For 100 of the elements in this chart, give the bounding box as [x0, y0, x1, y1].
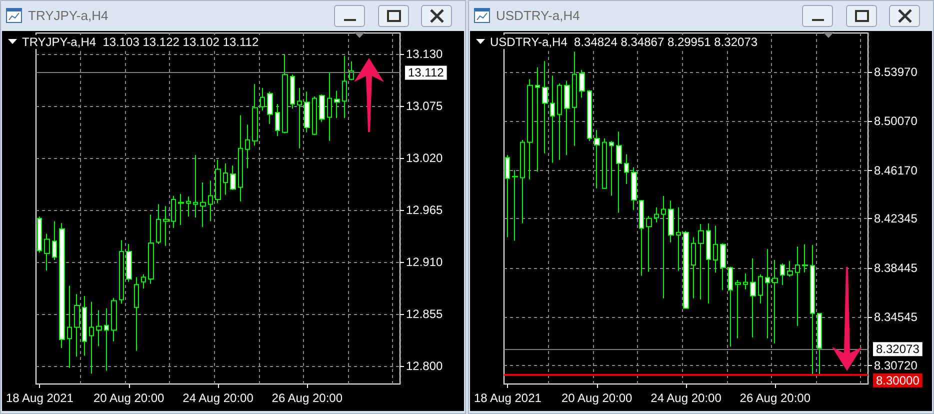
candlestick: [282, 54, 288, 134]
candlestick: [579, 69, 585, 98]
candlestick: [661, 196, 666, 299]
candlestick: [134, 276, 139, 352]
candlestick: [245, 124, 250, 169]
x-tick-label: 24 Aug 20:00: [650, 391, 722, 405]
candlestick: [186, 196, 191, 218]
candlestick: [527, 78, 533, 180]
candlestick: [817, 312, 822, 376]
x-tick-label: 24 Aug 20:00: [182, 391, 254, 405]
ref-line-label: 13.112: [408, 66, 444, 80]
candlestick: [683, 230, 689, 309]
chart-title: TRYJPY-a,H4: [28, 8, 108, 23]
candlestick: [193, 154, 198, 218]
ref-line-label: 8.32073: [876, 342, 920, 356]
candlestick: [691, 236, 696, 299]
candlestick: [758, 274, 763, 304]
candlestick: [319, 94, 325, 122]
candlestick: [631, 166, 637, 211]
candlestick: [178, 193, 184, 226]
candlestick: [624, 154, 629, 185]
candlestick: [163, 206, 169, 246]
x-tick-label: 26 Aug 20:00: [272, 391, 343, 405]
candlestick: [668, 200, 674, 243]
candlestick: [111, 297, 117, 342]
candlestick: [720, 242, 726, 291]
candlestick: [594, 130, 600, 189]
ref-line-label: 8.30000: [876, 373, 920, 388]
candlestick: [223, 163, 228, 196]
y-tick-label: 8.46170: [874, 163, 918, 178]
candlestick: [639, 200, 644, 276]
candlestick: [772, 259, 778, 344]
candlestick: [728, 266, 733, 348]
candlestick: [275, 103, 280, 137]
candlestick: [520, 139, 525, 224]
candlestick: [706, 222, 711, 304]
y-tick-label: 8.38445: [874, 260, 918, 275]
y-tick-label: 8.34545: [874, 310, 918, 324]
candlestick: [609, 140, 614, 196]
candlestick: [148, 214, 154, 284]
candlestick: [654, 206, 659, 223]
candlestick: [82, 296, 87, 356]
candlestick: [200, 182, 206, 228]
candlestick: [96, 310, 102, 347]
candlestick: [171, 195, 176, 228]
candlestick: [334, 90, 340, 119]
x-tick-label: 18 Aug 2021: [6, 391, 74, 405]
y-tick-label: 12.800: [406, 359, 444, 374]
candlestick: [252, 84, 258, 146]
candlestick: [342, 55, 347, 119]
candlestick: [74, 294, 80, 358]
candlestick: [564, 80, 570, 156]
candlestick: [208, 180, 213, 222]
candlestick: [735, 280, 741, 339]
candlestick: [52, 220, 57, 261]
candlestick: [141, 274, 146, 289]
candlestick: [44, 233, 50, 271]
candlestick: [230, 164, 236, 191]
candlestick: [89, 301, 94, 374]
chart-subtitle: TRYJPY-a,H4 13.103 13.122 13.102 13.112: [22, 35, 259, 49]
y-tick-label: 13.130: [406, 46, 444, 61]
candlestick: [542, 60, 548, 154]
candlestick: [616, 131, 622, 214]
candlestick: [535, 66, 540, 172]
y-tick-label: 12.910: [406, 254, 444, 269]
candlestick: [802, 244, 808, 273]
candlestick: [156, 204, 161, 244]
candlestick: [743, 272, 748, 290]
candlestick: [713, 225, 718, 274]
y-tick-label: 8.50070: [874, 114, 918, 128]
candlestick: [550, 75, 555, 164]
chart-subtitle: USDTRY-a,H4 8.34824 8.34867 8.29951 8.32073: [490, 35, 758, 49]
y-tick-label: 12.855: [406, 306, 444, 321]
candlestick: [646, 215, 652, 272]
candlestick: [587, 90, 592, 142]
candlestick: [787, 260, 793, 278]
candlestick: [297, 87, 302, 149]
candlestick: [512, 170, 518, 242]
candlestick: [215, 159, 221, 204]
candlestick: [67, 285, 72, 368]
y-tick-label: 13.075: [406, 98, 444, 113]
x-tick-label: 20 Aug 20:00: [93, 391, 165, 405]
candlestick: [602, 138, 607, 189]
candlestick: [810, 244, 815, 376]
candlestick: [119, 240, 124, 304]
candlestick: [572, 51, 577, 146]
y-tick-label: 8.53970: [874, 64, 918, 79]
candlestick: [304, 91, 310, 133]
candlestick: [59, 222, 65, 349]
x-tick-label: 18 Aug 2021: [474, 391, 542, 405]
candlestick: [780, 262, 785, 286]
candlestick: [312, 96, 317, 136]
candlestick: [267, 91, 273, 124]
candlestick: [238, 114, 243, 202]
candlestick: [126, 243, 132, 282]
candlestick: [327, 72, 332, 142]
candlestick: [290, 74, 295, 110]
candlestick: [557, 82, 562, 160]
candlestick: [260, 87, 265, 112]
chart-title: USDTRY-a,H4: [496, 8, 580, 23]
